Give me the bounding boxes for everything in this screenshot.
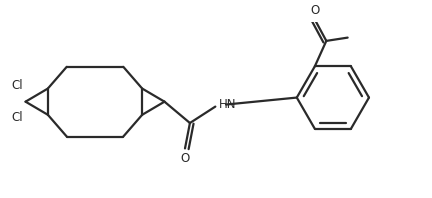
Text: Cl: Cl [12, 79, 23, 92]
Text: Cl: Cl [12, 111, 23, 124]
Text: HN: HN [219, 98, 236, 111]
Text: O: O [181, 152, 190, 165]
Text: O: O [310, 4, 319, 17]
